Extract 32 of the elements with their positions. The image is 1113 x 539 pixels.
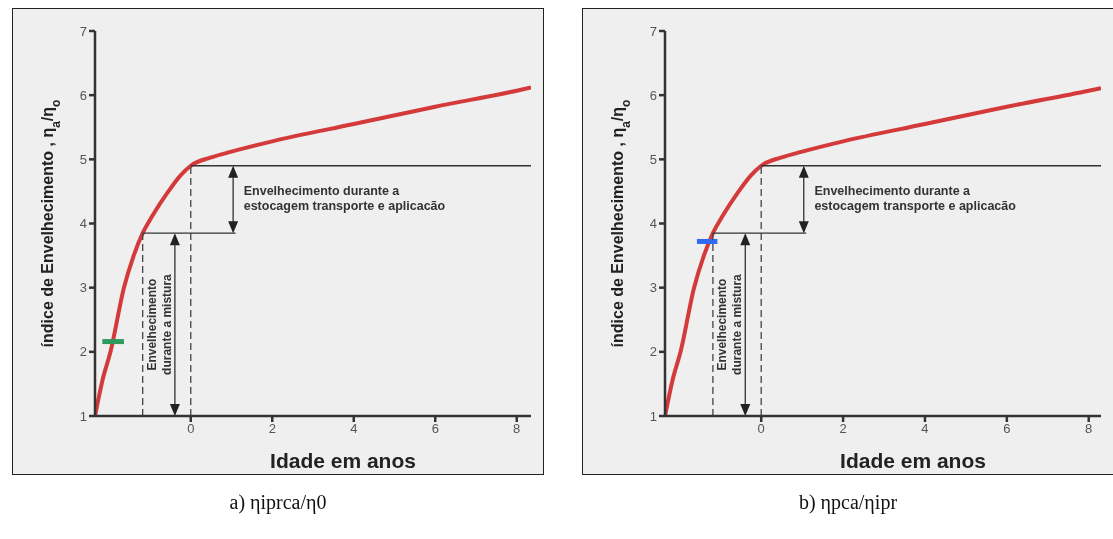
y-tick-label: 3 [79, 280, 87, 296]
text: a) ηiprca/η0 [229, 491, 327, 514]
annotation: Envelhecimento durante a estocagem transporte e aplicacão [814, 184, 1017, 214]
y-tick-label: 5 [79, 151, 87, 167]
y-tick-label: 6 [649, 87, 657, 103]
y-tick-label: 6 [79, 87, 87, 103]
y-tick-label: 4 [79, 216, 87, 232]
y-tick-label: 2 [649, 344, 657, 360]
x-axis-title: Idade em anos [840, 449, 986, 472]
x-tick-label: 4 [921, 421, 929, 437]
y-tick-label: 1 [649, 408, 657, 424]
annotation: Envelhecimento durante a mistura [144, 273, 174, 375]
x-tick-label: 4 [350, 421, 358, 437]
x-tick-label: 0 [757, 421, 765, 437]
x-tick-label: 2 [268, 421, 276, 437]
y-tick-label: 1 [79, 408, 87, 424]
y-tick-label: 5 [649, 151, 657, 167]
text: b) ηpca/ηipr [798, 491, 898, 514]
x-tick-label: 8 [1085, 421, 1093, 437]
x-tick-label: 6 [1003, 421, 1011, 437]
y-tick-label: 2 [79, 344, 87, 360]
x-tick-label: 2 [839, 421, 847, 437]
annotation: Envelhecimento durante a estocagem transporte e aplicacão [243, 184, 446, 214]
y-tick-label: 3 [649, 280, 657, 296]
annotation: Envelhecimento durante a mistura [714, 273, 744, 375]
y-tick-label: 7 [79, 23, 87, 39]
x-axis-title: Idade em anos [270, 449, 416, 472]
y-tick-label: 4 [649, 216, 657, 232]
x-tick-label: 6 [431, 421, 439, 437]
x-tick-label: 8 [513, 421, 521, 437]
y-tick-label: 7 [649, 23, 657, 39]
x-tick-label: 0 [187, 421, 195, 437]
